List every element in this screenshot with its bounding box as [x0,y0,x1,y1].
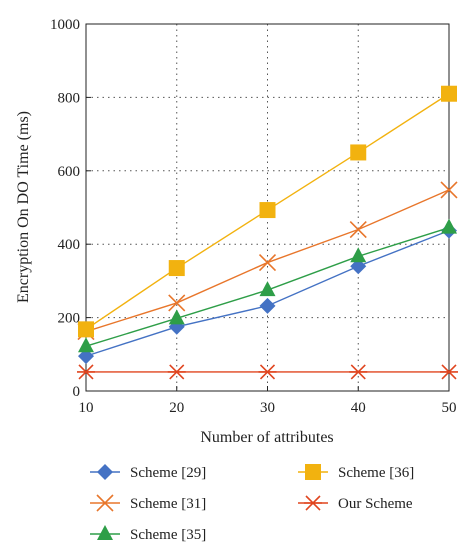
triangle-marker [441,218,457,234]
legend-star-marker [304,495,322,511]
diamond-marker [259,297,276,314]
y-tick-label: 800 [58,90,81,106]
x-tick-label: 10 [79,400,94,416]
legend: Scheme [29] Scheme [31] Scheme [35] Scheme … [90,464,414,543]
series [77,364,458,380]
y-tick-label: 1000 [50,17,80,33]
legend-item: Scheme [31] [90,494,206,512]
triangle-marker [350,247,367,263]
x-marker [440,181,458,199]
square-marker [259,202,276,219]
legend-label: Scheme [29] [130,465,206,481]
series [78,218,457,353]
x-marker [349,220,367,239]
y-tick-label: 0 [73,384,81,400]
legend-item: Scheme [29] [90,464,206,481]
triangle-marker [78,337,94,353]
grid [86,24,449,391]
triangle-marker [259,281,276,297]
star-marker [167,364,186,380]
legend-label: Scheme [31] [130,496,206,512]
x-tick-label: 30 [260,400,275,416]
x-axis-label: Number of attributes [200,429,333,446]
star-marker [258,364,277,380]
legend-item: Scheme [35] [90,525,206,543]
x-tick-label: 50 [442,400,457,416]
series [78,85,457,338]
star-marker [77,364,95,380]
legend-item: Our Scheme [298,495,413,512]
y-tick-label: 200 [58,311,81,327]
square-marker [168,260,185,277]
star-marker [349,364,368,380]
x-marker [258,253,277,272]
legend-square-marker [305,464,321,480]
series-group [77,85,458,380]
legend-label: Scheme [35] [130,527,206,543]
x-tick-label: 20 [169,400,184,416]
y-tick-label: 400 [58,237,81,253]
x-marker [168,294,186,312]
legend-diamond-marker [97,464,113,480]
square-marker [441,85,457,102]
legend-label: Scheme [36] [338,465,414,481]
legend-triangle-marker [97,525,113,540]
legend-item: Scheme [36] [298,464,414,481]
star-marker [440,364,458,380]
legend-x-marker [96,494,114,512]
y-axis-label: Encryption On DO Time (ms) [15,111,32,303]
square-marker [350,144,367,161]
square-marker [78,321,94,338]
y-axis: 0 200 400 600 800 1000 [50,17,91,400]
x-axis: 10 20 30 40 50 [79,386,457,416]
x-tick-label: 40 [351,400,366,416]
legend-label: Our Scheme [338,496,413,512]
triangle-marker [168,309,185,325]
y-tick-label: 600 [58,164,81,180]
